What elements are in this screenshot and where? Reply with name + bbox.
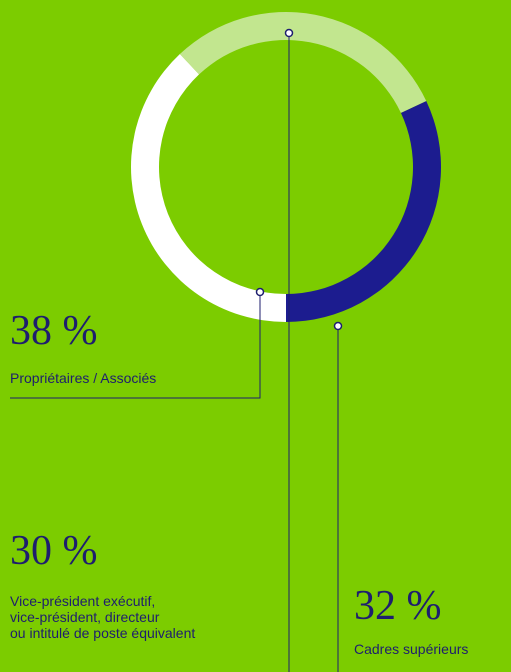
donut [131,12,441,323]
connector-dot [333,321,343,331]
category-label: Propriétaires / Associés [10,370,157,386]
donut-segment [131,54,286,323]
value-label: 32 % [354,583,442,629]
connector-dot [255,287,265,297]
donut-segment [179,12,427,113]
category-label: Cadres supérieurs [354,641,469,657]
connector-dot [284,28,294,38]
category-label: Vice-président exécutif, vice-président,… [10,593,196,641]
value-label: 38 % [10,308,98,354]
connector-line [10,296,261,399]
markers [255,28,343,331]
value-label: 30 % [10,528,98,574]
donut-segment [286,101,441,322]
connectors [10,37,339,672]
